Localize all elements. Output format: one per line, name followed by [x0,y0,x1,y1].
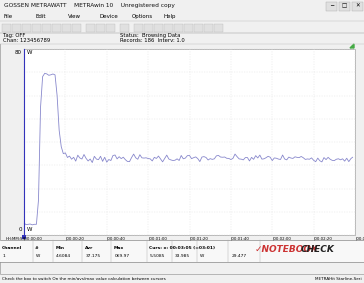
Text: |00:02:00: |00:02:00 [272,237,291,241]
Bar [32,23,41,31]
Text: 80: 80 [15,50,22,55]
Bar [164,23,173,31]
Bar [0,274,364,283]
Text: Check the box to switch On the min/avs/max value calculation between cursors: Check the box to switch On the min/avs/m… [2,276,166,280]
Text: W: W [36,254,40,258]
Text: 4.6084: 4.6084 [56,254,71,258]
Text: 37.175: 37.175 [86,254,101,258]
Bar [204,23,213,31]
Bar [24,49,355,235]
Text: Channel: Channel [2,246,22,250]
Bar [326,2,337,11]
Text: HH:MM:SS: HH:MM:SS [6,237,26,241]
Text: |00:00:00: |00:00:00 [24,237,43,241]
Text: CHECK: CHECK [301,245,335,254]
Bar [42,23,51,31]
Bar [0,33,364,44]
Text: 33.985: 33.985 [175,254,190,258]
Text: ─: ─ [330,3,333,8]
Bar [22,235,26,239]
Bar [194,23,203,31]
Text: 5.5085: 5.5085 [150,254,166,258]
Text: Help: Help [164,14,177,19]
Text: Max: Max [114,246,124,250]
Bar [184,23,193,31]
Bar [144,23,153,31]
Text: |00:01:40: |00:01:40 [231,237,250,241]
Bar [120,23,129,31]
Text: |00:01:20: |00:01:20 [190,237,208,241]
Text: Records: 186  Interv: 1.0: Records: 186 Interv: 1.0 [120,38,185,42]
Bar [106,23,115,31]
Bar [0,0,364,12]
Text: 1: 1 [3,254,6,258]
Bar [52,23,61,31]
Text: |00:02:40: |00:02:40 [355,237,364,241]
Text: Edit: Edit [36,14,47,19]
Text: Status:  Browsing Data: Status: Browsing Data [120,33,181,38]
Text: W: W [27,50,32,55]
Bar [154,23,163,31]
Text: File: File [4,14,13,19]
Bar [22,23,31,31]
Text: Curs: x: 00:03:05 (=03:01): Curs: x: 00:03:05 (=03:01) [149,246,215,250]
Bar [86,23,95,31]
Text: W: W [200,254,204,258]
Bar [72,23,81,31]
Bar [339,2,350,11]
Text: Chan: 123456789: Chan: 123456789 [3,38,50,42]
Text: #: # [35,246,39,250]
Text: Options: Options [132,14,153,19]
Text: View: View [68,14,81,19]
Text: Min: Min [56,246,65,250]
Bar [0,21,364,33]
Text: □: □ [342,3,347,8]
Text: ✓NOTEBOOK: ✓NOTEBOOK [255,245,319,254]
Text: 0: 0 [19,227,22,232]
Text: METRAHit Starline-Seri: METRAHit Starline-Seri [315,276,362,280]
Bar [62,23,71,31]
Text: 29.477: 29.477 [232,254,247,258]
Text: Avr: Avr [85,246,94,250]
Text: |00:02:20: |00:02:20 [314,237,332,241]
Bar [96,23,105,31]
Bar [0,240,364,262]
Text: |00:00:20: |00:00:20 [66,237,84,241]
Bar [12,23,21,31]
Text: Tag: OFF: Tag: OFF [3,33,25,38]
Bar [174,23,183,31]
Polygon shape [350,44,354,48]
Text: 069.97: 069.97 [115,254,130,258]
Bar [352,2,363,11]
Text: |00:00:40: |00:00:40 [107,237,126,241]
Text: W: W [27,227,32,232]
Bar [214,23,223,31]
Bar [0,12,364,21]
Text: GOSSEN METRAWATT    METRAwin 10    Unregistered copy: GOSSEN METRAWATT METRAwin 10 Unregistere… [4,3,175,8]
Text: Device: Device [100,14,119,19]
Text: ✕: ✕ [355,3,360,8]
Text: |00:01:00: |00:01:00 [148,237,167,241]
Bar [2,23,11,31]
Bar [134,23,143,31]
